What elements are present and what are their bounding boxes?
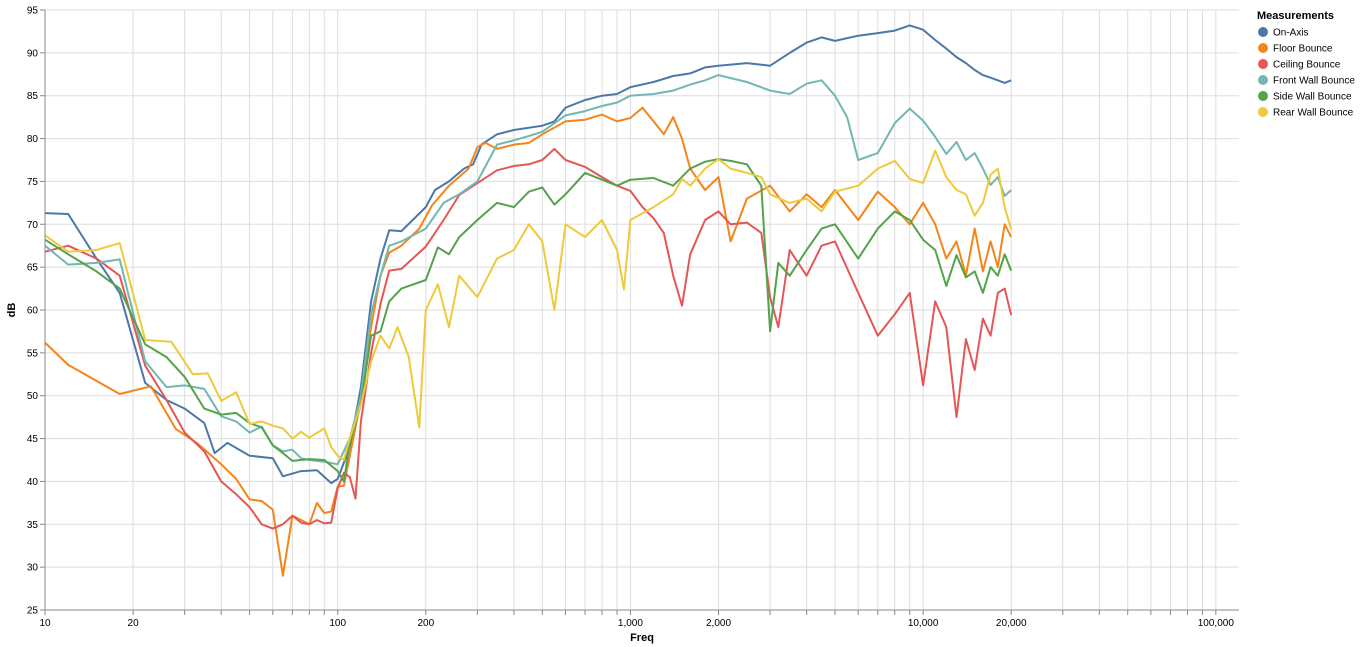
x-tick-label: 10 [39,618,51,629]
y-tick-label: 40 [27,477,39,488]
legend-label: Side Wall Bounce [1273,92,1352,103]
x-tick-label: 100,000 [1198,618,1235,629]
legend-symbol [1258,59,1268,69]
legend-label: Front Wall Bounce [1273,76,1355,87]
legend-label: Rear Wall Bounce [1273,108,1354,119]
legend-title: Measurements [1257,10,1334,22]
chart-series [44,24,1013,577]
y-tick-label: 45 [27,434,39,445]
series-line-side-wall-bounce [44,158,1013,483]
legend-symbol [1258,75,1268,85]
y-tick-label: 80 [27,134,39,145]
x-tick-label: 20 [128,618,140,629]
legend-symbol [1258,43,1268,53]
y-tick-label: 25 [27,606,39,617]
x-tick-label: 1,000 [618,618,643,629]
legend-label: On-Axis [1273,28,1309,39]
x-tick-label: 2,000 [706,618,731,629]
x-axis-title: Freq [630,632,654,644]
series-line-front-wall-bounce [44,74,1012,466]
chart-grid [44,9,1239,611]
legend-label: Ceiling Bounce [1273,60,1341,71]
y-tick-label: 30 [27,563,39,574]
y-tick-label: 75 [27,177,39,188]
series-line-floor-bounce [44,106,1013,577]
chart-legend: Measurements On-Axis Floor Bounce Ceiling … [1257,10,1355,119]
y-axis-title: dB [6,303,18,318]
y-tick-label: 85 [27,91,39,102]
x-tick-label: 10,000 [908,618,939,629]
y-tick-label: 90 [27,48,39,59]
series-line-rear-wall-bounce [44,149,1013,461]
y-tick-label: 95 [27,6,39,17]
x-tick-label: 20,000 [996,618,1027,629]
y-tick-label: 55 [27,348,39,359]
y-tick-label: 60 [27,306,39,317]
series-line-on-axis [44,24,1012,485]
series-line-ceiling-bounce [44,147,1013,530]
x-tick-label: 100 [329,618,346,629]
legend-symbol [1258,27,1268,37]
legend-label: Floor Bounce [1273,44,1333,55]
legend-symbol [1258,107,1268,117]
x-tick-label: 200 [417,618,434,629]
y-tick-label: 65 [27,263,39,274]
y-tick-label: 70 [27,220,39,231]
chart-axes: 25 30 35 40 45 50 55 60 65 70 75 80 85 90 95 10 20 100 200… [27,6,1239,629]
y-tick-label: 35 [27,520,39,531]
legend-symbol [1258,91,1268,101]
y-tick-label: 50 [27,391,39,402]
